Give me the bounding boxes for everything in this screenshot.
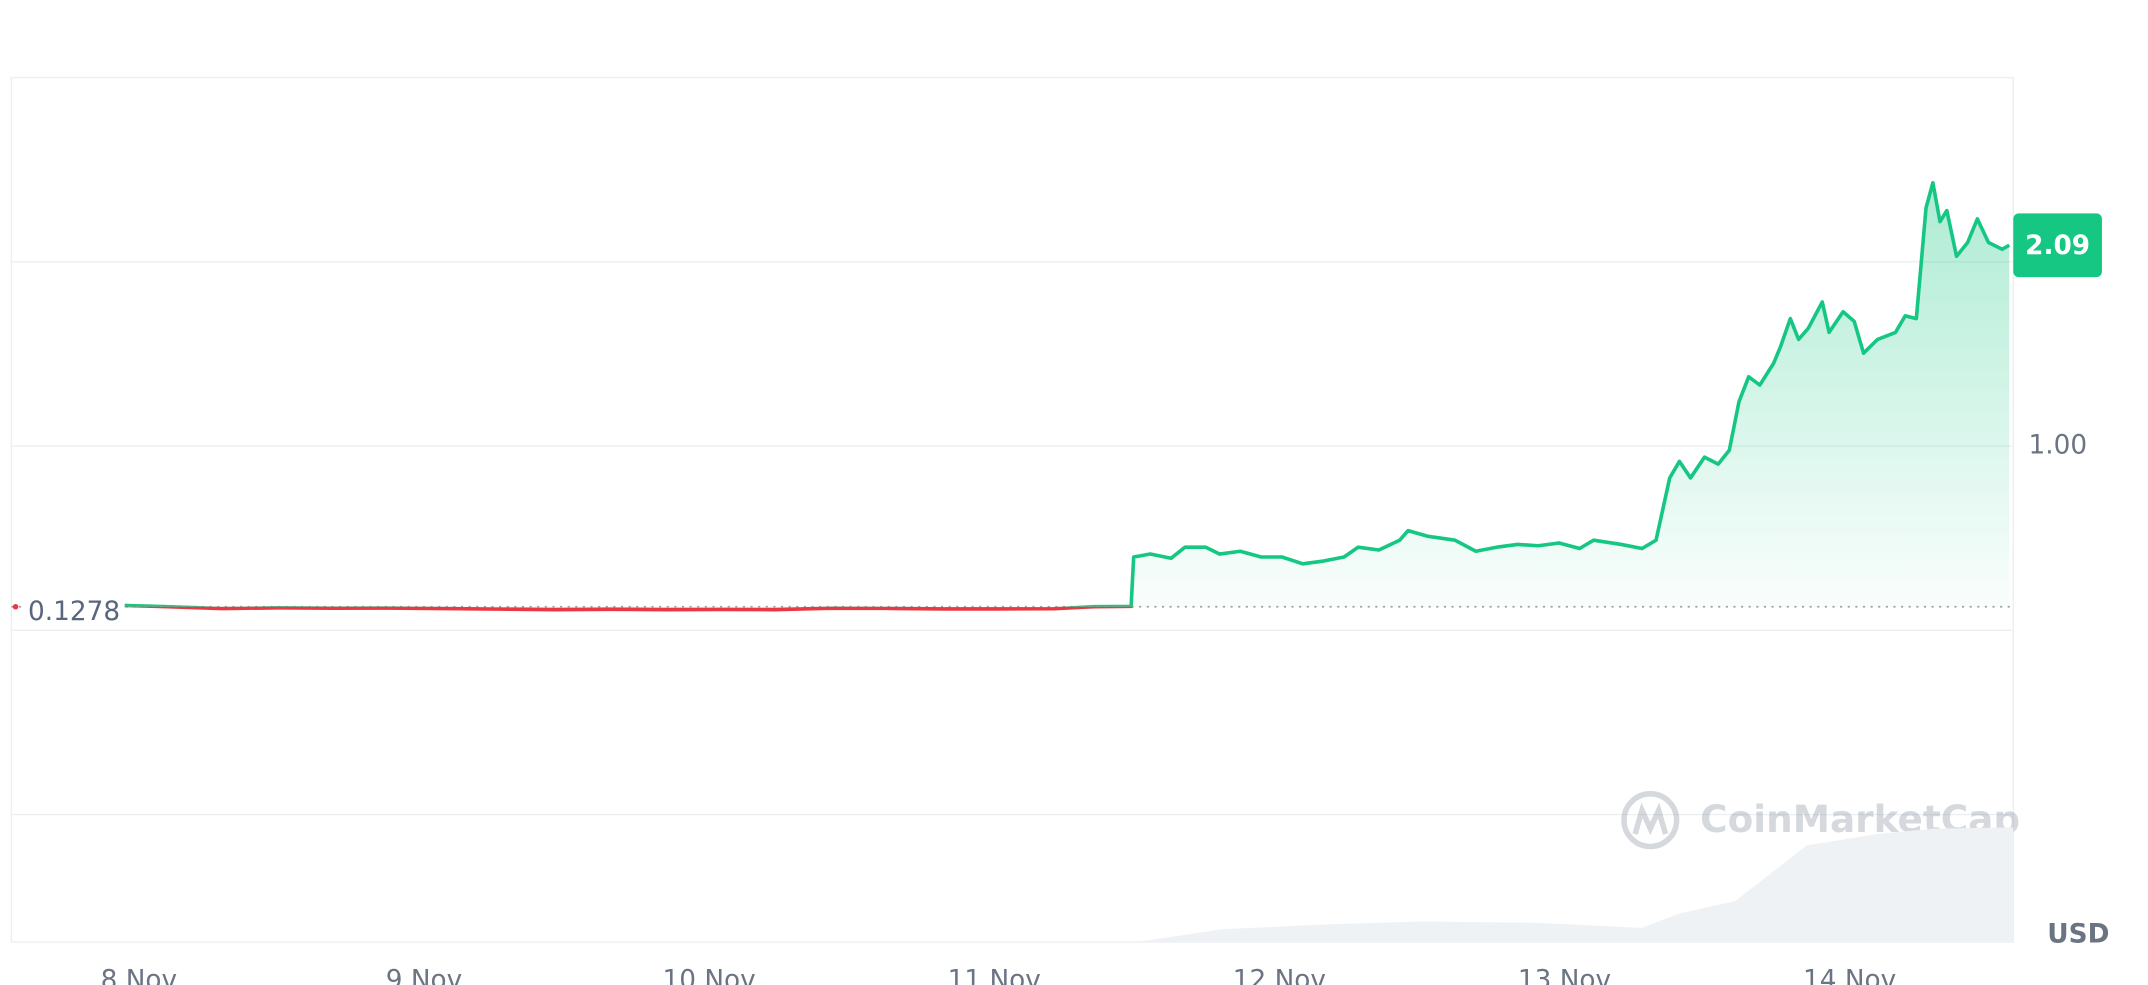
price-line-below xyxy=(124,606,1133,612)
x-tick-label: 9 Nov xyxy=(386,965,462,985)
baseline-label-bg xyxy=(22,591,123,625)
volume-area xyxy=(1136,827,2014,943)
x-tick-label: 11 Nov xyxy=(948,965,1041,985)
currency-label: USD xyxy=(2047,920,2109,950)
x-tick-label: 8 Nov xyxy=(101,965,177,985)
price-tag-label: 2.09 xyxy=(2025,231,2090,261)
price-tag xyxy=(2013,213,2102,278)
x-tick-label: 10 Nov xyxy=(663,965,756,985)
baseline-dot xyxy=(12,603,19,610)
y-tick-label: 1.00 xyxy=(2029,431,2088,461)
area-up xyxy=(124,182,2010,607)
plot-frame xyxy=(10,76,2014,943)
x-tick-label: 12 Nov xyxy=(1233,965,1326,985)
watermark-logo xyxy=(1621,791,1680,850)
baseline-label: 0.1278 xyxy=(28,597,120,627)
price-line xyxy=(124,180,2011,607)
x-tick-label: 14 Nov xyxy=(1803,965,1896,985)
x-tick-label: 13 Nov xyxy=(1518,965,1611,985)
